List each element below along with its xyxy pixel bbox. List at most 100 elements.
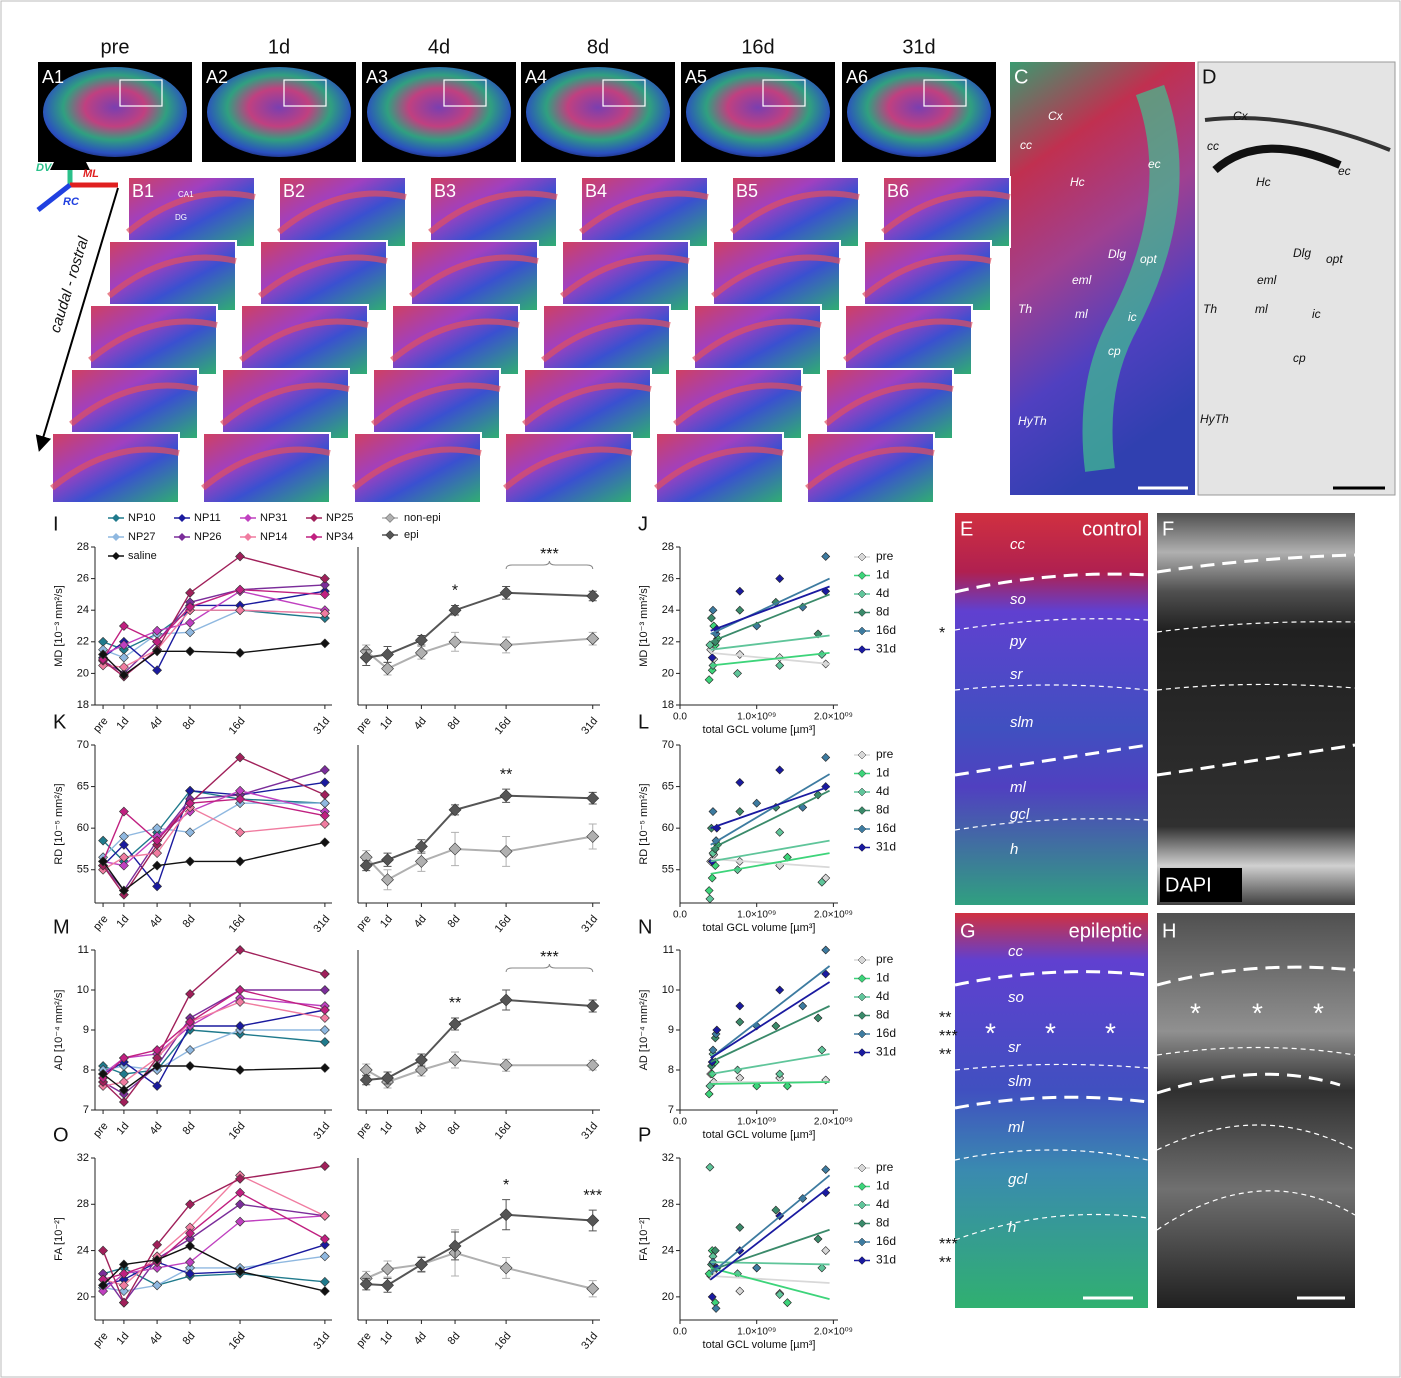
chart: pre1d4d8d16d31d** [354,745,600,935]
legend-label: 8d [876,1008,889,1022]
y-tick-label: 7 [668,1104,674,1116]
fit-line [711,841,830,862]
legend-label: 31d [876,1045,896,1059]
series-line [366,639,593,669]
point [320,1038,329,1047]
point [708,874,716,882]
stain-label: DAPI [1165,874,1212,896]
significance: ** [449,995,461,1012]
y-axis-label: FA [10⁻²] [638,1217,650,1261]
point [587,633,599,645]
b-panel-image [52,433,179,503]
chart: OFA [10⁻²]20242832pre1d4d8d16d31d [53,1124,333,1352]
point [822,946,830,954]
b-panel-image [694,305,821,375]
x-tick-label: 1.0×10⁰⁹ [737,712,776,723]
region-label: ec [1338,164,1351,178]
panel-label: B6 [887,181,909,201]
point [320,1026,329,1035]
region-label: ic [1128,310,1137,324]
fit-line [711,587,830,631]
point [119,622,128,631]
y-tick-label: 18 [77,699,89,711]
region-label: opt [1140,252,1157,266]
series-line [103,757,325,894]
chart: IMD [10⁻³ mm²/s]182022242628pre1d4d8d16d… [53,512,354,737]
chart: LRD [10⁻⁵ mm²/s]556065700.01.0×10⁰⁹2.0×1… [638,711,896,934]
b-panel-image [713,241,840,311]
significance: ** [939,1255,951,1272]
region-label: cp [1108,344,1121,358]
x-tick-label: 1d [114,715,131,732]
x-tick-label: 4d [412,1120,429,1137]
fit-line [711,1276,830,1283]
point [449,636,461,648]
x-tick-label: 31d [579,715,600,737]
x-tick-label: 4d [412,913,429,930]
point [776,828,784,836]
b-panel-image [524,369,651,439]
legend-marker [386,531,395,540]
brain-section [207,67,351,157]
point [587,792,599,804]
y-tick-label: 22 [662,636,674,648]
legend-marker [310,514,318,522]
legend-marker [858,1049,866,1057]
x-tick-label: pre [354,1330,373,1350]
marker: * [1045,1017,1056,1048]
series-line [103,770,325,891]
legend-label: 4d [876,989,889,1003]
point [449,1054,461,1066]
x-tick-label: 1d [114,1120,131,1137]
layer-label: gcl [1008,1171,1028,1188]
x-tick-label: 1d [378,1120,395,1137]
x-tick-label: 1d [114,1330,131,1347]
legend-label: NP34 [326,531,354,543]
legend-marker [858,646,866,654]
layer-label: sr [1010,666,1024,683]
y-tick-label: 24 [662,1244,674,1256]
x-tick-label: pre [354,1120,373,1140]
x-tick-label: 2.0×10⁰⁹ [814,1327,853,1338]
legend-marker [858,627,866,635]
legend-label: NP25 [326,512,354,524]
point [320,820,329,829]
x-tick-label: 8d [445,913,462,930]
panel-label: F [1162,518,1174,540]
significance: *** [939,1028,958,1045]
y-tick-label: 11 [78,944,89,956]
legend-marker [858,993,866,1001]
legend-label: 16d [876,623,896,637]
y-tick-label: 70 [77,739,89,751]
panel-label: A1 [42,67,64,87]
series-line [103,1030,325,1070]
x-tick-label: 8d [180,715,197,732]
marker: * [1313,997,1324,1028]
x-axis-label: total GCL volume [µm³] [703,1129,816,1141]
x-axis-label: total GCL volume [µm³] [703,724,816,736]
b-panel-image [203,433,330,503]
chart: pre1d4d8d16d31d***** [354,949,600,1142]
x-tick-label: 8d [445,715,462,732]
point [500,994,512,1006]
series-line [103,1010,325,1086]
legend-label: NP10 [128,512,156,524]
point [587,1000,599,1012]
y-tick-label: 32 [662,1152,674,1164]
significance: *** [540,949,559,966]
point [320,1162,329,1171]
legend-marker [178,514,186,522]
legend-label: NP31 [260,512,288,524]
x-tick-label: pre [91,715,110,735]
series-line [103,610,325,650]
time-label: 8d [587,36,609,58]
legend-marker [244,533,252,541]
x-tick-label: 8d [180,1120,197,1137]
point [236,986,245,995]
x-tick-label: 2.0×10⁰⁹ [814,1117,853,1128]
point [320,986,329,995]
fit-line [711,1175,830,1273]
point [500,587,512,599]
point [736,606,744,614]
point [320,838,329,847]
